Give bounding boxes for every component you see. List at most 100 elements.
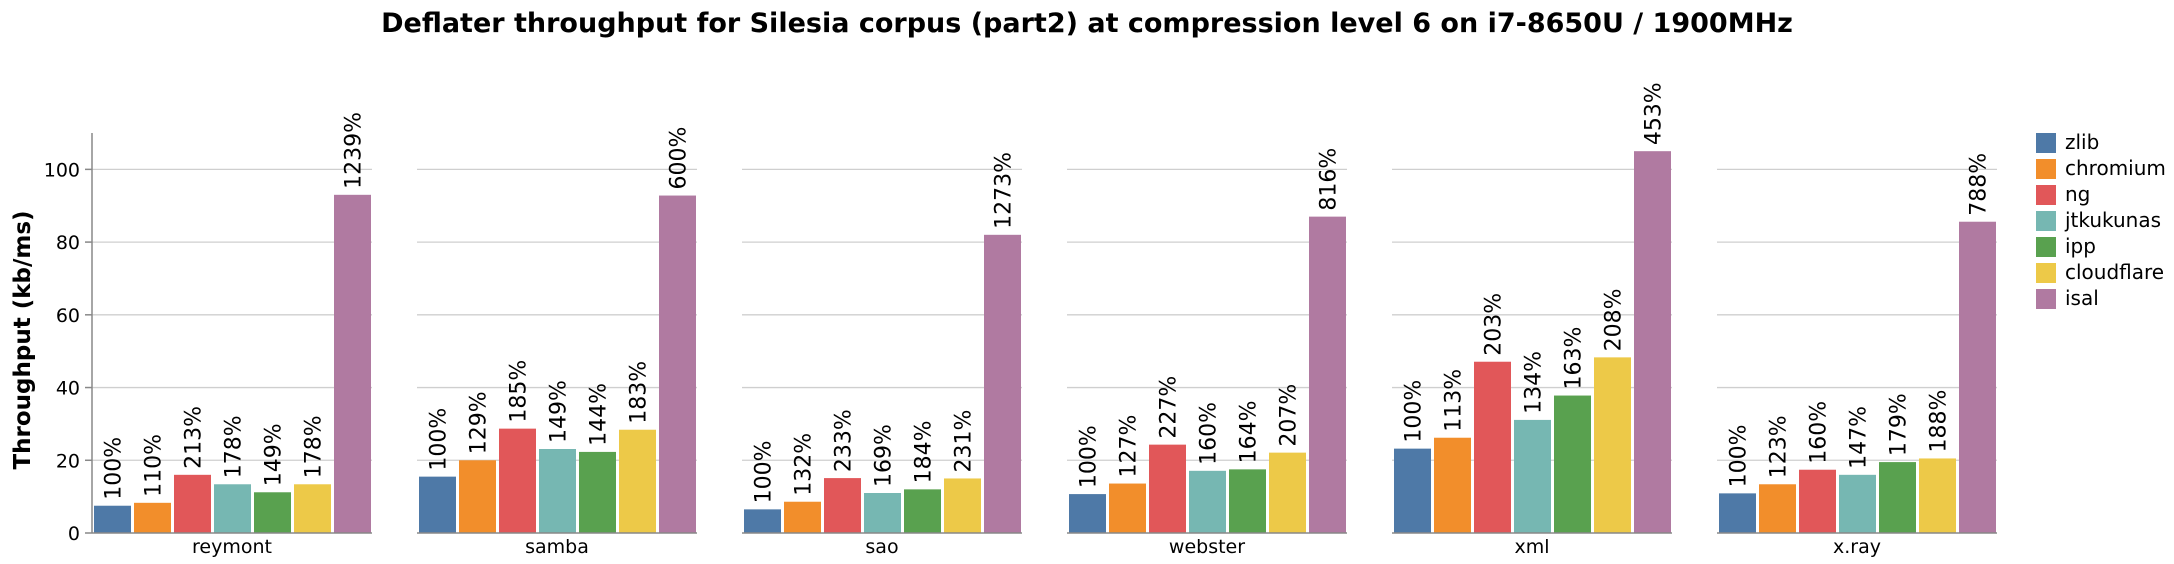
bar-isal-webster xyxy=(1309,216,1346,534)
data-label: 132% xyxy=(792,433,817,496)
y-tick-label: 40 xyxy=(56,378,80,400)
bar-ipp-sao xyxy=(904,489,941,533)
bar-chromium-samba xyxy=(459,460,496,533)
data-label: 184% xyxy=(912,420,937,483)
bar-cloudflare-xml xyxy=(1594,357,1631,533)
legend-swatch xyxy=(2036,237,2056,257)
data-label: 160% xyxy=(1197,402,1222,465)
category-label: sao xyxy=(865,536,898,558)
bar-ng-reymont xyxy=(174,474,211,533)
y-tick-label: 80 xyxy=(56,232,80,254)
bar-jtkukunas-samba xyxy=(539,449,576,533)
y-tick-label: 20 xyxy=(56,450,80,472)
legend-label: zlib xyxy=(2065,130,2099,154)
panel-x.ray: 100% 123% 160% 147% 179% 188% 788% x.ray xyxy=(1717,153,1997,558)
bar-jtkukunas-xml xyxy=(1514,419,1551,533)
legend-label: ipp xyxy=(2065,234,2096,258)
data-label: 788% xyxy=(1967,153,1992,216)
data-label: 203% xyxy=(1482,293,1507,356)
data-label: 110% xyxy=(142,434,167,497)
data-label: 100% xyxy=(1402,380,1427,443)
legend-item-ipp: ipp xyxy=(2036,234,2096,258)
bar-ipp-xml xyxy=(1554,395,1591,533)
bar-ng-x.ray xyxy=(1799,469,1836,533)
bar-cloudflare-reymont xyxy=(294,484,331,533)
bar-isal-sao xyxy=(984,234,1021,533)
bar-jtkukunas-webster xyxy=(1189,470,1226,533)
data-label: 183% xyxy=(627,361,652,424)
bar-isal-xml xyxy=(1634,151,1671,533)
data-label: 163% xyxy=(1562,327,1587,390)
category-label: reymont xyxy=(192,536,272,558)
legend-swatch xyxy=(2036,263,2056,283)
bar-chromium-sao xyxy=(784,501,821,533)
data-label: 129% xyxy=(467,391,492,454)
data-label: 147% xyxy=(1847,406,1872,469)
legend-label: chromium xyxy=(2065,156,2166,180)
category-label: webster xyxy=(1169,536,1245,558)
bar-zlib-webster xyxy=(1069,494,1106,533)
bar-ipp-reymont xyxy=(254,492,291,533)
data-label: 149% xyxy=(547,380,572,443)
panel-sao: 100% 132% 233% 169% 184% 231% 1273% sao xyxy=(742,152,1022,558)
panel-samba: 100% 129% 185% 149% 144% 183% 600% samba xyxy=(417,127,697,558)
chart-title: Deflater throughput for Silesia corpus (… xyxy=(381,8,1793,39)
data-label: 227% xyxy=(1157,376,1182,439)
y-tick-label: 60 xyxy=(56,305,80,327)
legend-swatch xyxy=(2036,185,2056,205)
y-axis-label: Throughput (kb/ms) xyxy=(10,210,36,469)
legend-item-cloudflare: cloudflare xyxy=(2036,260,2164,284)
bar-jtkukunas-x.ray xyxy=(1839,474,1876,533)
data-label: 233% xyxy=(832,409,857,472)
data-label: 188% xyxy=(1927,390,1952,453)
bar-cloudflare-webster xyxy=(1269,452,1306,533)
bar-isal-samba xyxy=(659,195,696,533)
bar-chromium-x.ray xyxy=(1759,484,1796,533)
bar-cloudflare-sao xyxy=(944,478,981,533)
data-label: 1273% xyxy=(992,152,1017,229)
bar-jtkukunas-sao xyxy=(864,493,901,533)
bar-zlib-reymont xyxy=(94,505,131,533)
category-label: x.ray xyxy=(1833,536,1881,558)
data-label: 1239% xyxy=(342,112,367,189)
data-label: 816% xyxy=(1317,148,1342,211)
panel-reymont: 0 20 40 60 80 100 100% 110% 213% 178% 149% 178% 1239… xyxy=(44,112,372,558)
data-label: 100% xyxy=(1727,424,1752,487)
data-label: 100% xyxy=(1077,425,1102,488)
legend-label: cloudflare xyxy=(2065,260,2164,284)
data-label: 600% xyxy=(667,127,692,190)
bar-zlib-sao xyxy=(744,509,781,533)
bar-ipp-x.ray xyxy=(1879,462,1916,533)
data-label: 453% xyxy=(1642,82,1667,145)
data-label: 231% xyxy=(952,410,977,473)
data-label: 113% xyxy=(1442,369,1467,432)
legend-item-chromium: chromium xyxy=(2036,156,2166,180)
legend-item-jtkukunas: jtkukunas xyxy=(2036,208,2161,232)
data-label: 169% xyxy=(872,424,897,487)
y-tick-label: 100 xyxy=(44,159,80,181)
panel-xml: 100% 113% 203% 134% 163% 208% 453% xml xyxy=(1392,82,1672,558)
bar-zlib-samba xyxy=(419,476,456,533)
legend-swatch xyxy=(2036,159,2056,179)
bar-ipp-webster xyxy=(1229,469,1266,533)
category-label: xml xyxy=(1514,536,1549,558)
data-label: 179% xyxy=(1887,393,1912,456)
data-label: 207% xyxy=(1277,384,1302,447)
bar-zlib-xml xyxy=(1394,448,1431,533)
data-label: 127% xyxy=(1117,415,1142,478)
legend-label: jtkukunas xyxy=(2064,208,2161,232)
legend-label: isal xyxy=(2065,286,2099,310)
bar-cloudflare-samba xyxy=(619,429,656,533)
data-label: 178% xyxy=(302,415,327,478)
data-label: 149% xyxy=(262,423,287,486)
data-label: 123% xyxy=(1767,415,1792,478)
bar-zlib-x.ray xyxy=(1719,493,1756,533)
bar-isal-reymont xyxy=(334,194,371,533)
data-label: 208% xyxy=(1602,288,1627,351)
data-label: 134% xyxy=(1522,351,1547,414)
data-label: 100% xyxy=(102,437,127,500)
chart-panels: 0 20 40 60 80 100 100% 110% 213% 178% 149% 178% 1239… xyxy=(44,82,1997,558)
legend-item-ng: ng xyxy=(2036,182,2090,206)
